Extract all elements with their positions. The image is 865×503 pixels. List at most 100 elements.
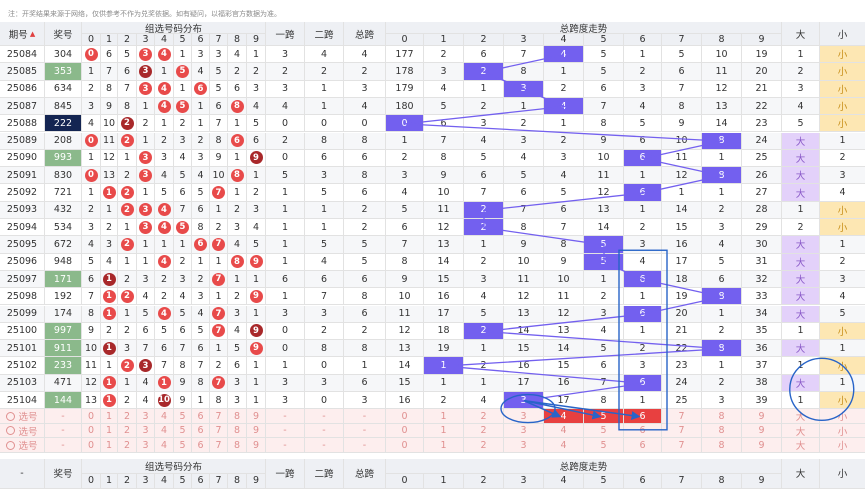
dist-cell: 7 (174, 340, 192, 358)
radio-icon[interactable] (6, 440, 16, 450)
small-cell: 5 (820, 305, 865, 323)
select-trend-digit[interactable]: 9 (742, 438, 782, 453)
trend-cell: 7 (544, 219, 584, 237)
select-digit[interactable]: 3 (137, 423, 155, 439)
period-cell: 25092 (0, 184, 45, 202)
select-digit[interactable]: 1 (101, 438, 118, 453)
select-digit[interactable]: 6 (192, 423, 210, 439)
select-trend-digit[interactable]: 9 (742, 409, 782, 424)
select-trend-digit[interactable]: 7 (662, 438, 702, 453)
select-digit[interactable]: 5 (174, 409, 192, 424)
select-digit[interactable]: 0 (82, 423, 101, 439)
footer-trend-digit: 1 (424, 473, 464, 489)
select-digit[interactable]: 2 (118, 409, 137, 424)
select-trend-digit[interactable]: 1 (424, 423, 464, 439)
select-big[interactable]: 大 (782, 423, 820, 439)
select-digit[interactable]: 5 (174, 423, 192, 439)
radio-icon[interactable] (6, 426, 16, 436)
footer-digit: 9 (247, 473, 266, 489)
select-row-label[interactable]: 选号 (0, 423, 45, 439)
select-digit[interactable]: 3 (137, 409, 155, 424)
select-trend-digit[interactable]: 0 (386, 423, 424, 439)
select-digit[interactable]: 1 (101, 409, 118, 424)
select-span-dash: - (344, 423, 386, 439)
dist-cell: 3 (137, 46, 155, 64)
select-digit[interactable]: 6 (192, 438, 210, 453)
dist-cell: 5 (174, 219, 192, 237)
select-trend-digit[interactable]: 3 (504, 409, 544, 424)
select-row-label[interactable]: 选号 (0, 438, 45, 453)
trend-cell: 12 (584, 184, 624, 202)
header-period[interactable]: 期号 ▲ (0, 22, 45, 46)
dist-cell: 1 (228, 149, 247, 168)
select-trend-digit[interactable]: 9 (742, 423, 782, 439)
dist-cell: 1 (137, 236, 155, 254)
dist-cell: 0 (82, 132, 101, 150)
select-trend-digit[interactable]: 3 (504, 423, 544, 439)
small-cell: 小 (820, 219, 865, 237)
select-trend-digit[interactable]: 2 (464, 438, 504, 453)
select-row-label[interactable]: 选号 (0, 409, 45, 424)
select-small[interactable]: 小 (820, 409, 865, 424)
select-trend-hit[interactable]: 5 (584, 409, 624, 424)
span1-cell: 0 (266, 149, 305, 168)
trend-cell: 178 (386, 63, 424, 81)
select-small[interactable]: 小 (820, 438, 865, 453)
select-trend-digit[interactable]: 7 (662, 409, 702, 424)
select-digit[interactable]: 4 (155, 423, 174, 439)
select-digit[interactable]: 9 (247, 423, 266, 439)
select-digit[interactable]: 6 (192, 409, 210, 424)
select-trend-hit[interactable]: 6 (624, 409, 662, 424)
select-trend-digit[interactable]: 8 (702, 409, 742, 424)
select-trend-digit[interactable]: 4 (544, 438, 584, 453)
select-trend-digit[interactable]: 1 (424, 409, 464, 424)
select-digit[interactable]: 8 (228, 438, 247, 453)
select-big[interactable]: 大 (782, 409, 820, 424)
select-trend-digit[interactable]: 0 (386, 438, 424, 453)
select-trend-digit[interactable]: 3 (504, 438, 544, 453)
select-digit[interactable]: 5 (174, 438, 192, 453)
select-digit[interactable]: 8 (228, 423, 247, 439)
dist-cell: 1 (82, 184, 101, 202)
select-digit[interactable]: 9 (247, 409, 266, 424)
sort-icon[interactable]: ▲ (29, 29, 36, 38)
select-digit[interactable]: 1 (101, 423, 118, 439)
select-big[interactable]: 大 (782, 438, 820, 453)
radio-icon[interactable] (6, 411, 16, 421)
select-trend-digit[interactable]: 0 (386, 409, 424, 424)
select-digit[interactable]: 4 (155, 409, 174, 424)
dist-ball: 8 (230, 255, 244, 269)
trend-cell: 8 (584, 392, 624, 410)
select-trend-digit[interactable]: 2 (464, 409, 504, 424)
dist-cell: 12 (101, 149, 118, 168)
select-trend-digit[interactable]: 8 (702, 423, 742, 439)
big-cell: 大 (782, 374, 820, 392)
select-trend-digit[interactable]: 6 (624, 438, 662, 453)
dist-cell: 1 (247, 357, 266, 375)
select-digit[interactable]: 4 (155, 438, 174, 453)
select-digit[interactable]: 2 (118, 438, 137, 453)
select-trend-digit[interactable]: 7 (662, 423, 702, 439)
select-digit[interactable]: 0 (82, 438, 101, 453)
select-trend-digit[interactable]: 4 (544, 423, 584, 439)
select-trend-hit[interactable]: 4 (544, 409, 584, 424)
select-trend-digit[interactable]: 2 (464, 423, 504, 439)
dist-cell: 6 (155, 340, 174, 358)
select-trend-digit[interactable]: 5 (584, 438, 624, 453)
select-digit[interactable]: 8 (228, 409, 247, 424)
select-digit[interactable]: 7 (210, 438, 228, 453)
trend-cell: 32 (742, 270, 782, 289)
dist-cell: 6 (174, 322, 192, 341)
select-digit[interactable]: 9 (247, 438, 266, 453)
select-digit[interactable]: 7 (210, 409, 228, 424)
select-digit[interactable]: 7 (210, 423, 228, 439)
select-small[interactable]: 小 (820, 423, 865, 439)
select-trend-digit[interactable]: 1 (424, 438, 464, 453)
select-trend-digit[interactable]: 8 (702, 438, 742, 453)
dist-ball: 1 (102, 393, 116, 407)
select-digit[interactable]: 3 (137, 438, 155, 453)
select-trend-digit[interactable]: 6 (624, 423, 662, 439)
select-trend-digit[interactable]: 5 (584, 423, 624, 439)
select-digit[interactable]: 2 (118, 423, 137, 439)
select-digit[interactable]: 0 (82, 409, 101, 424)
